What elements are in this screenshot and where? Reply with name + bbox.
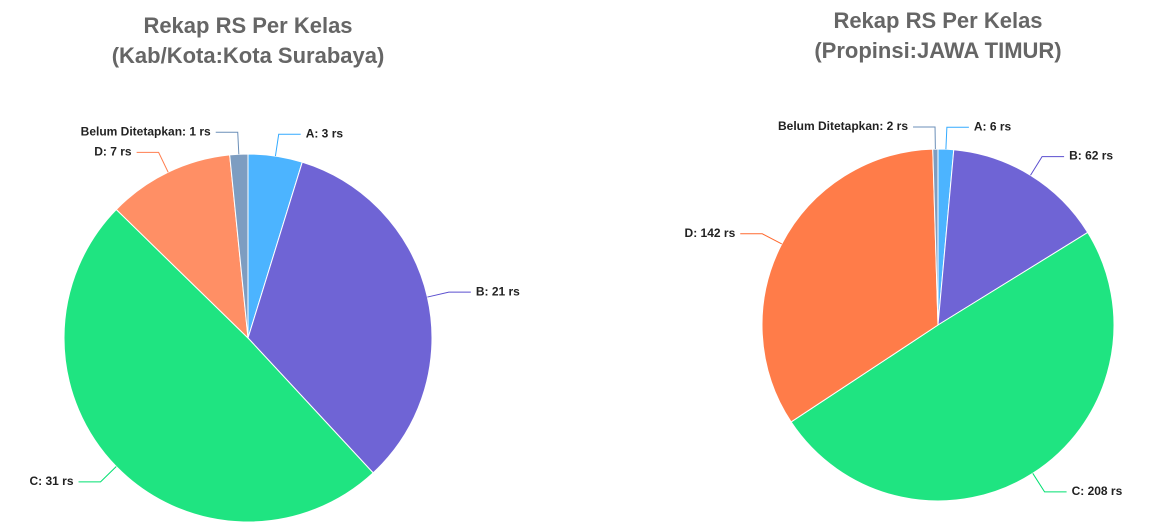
page: Rekap RS Per Kelas (Kab/Kota:Kota Suraba… [0, 0, 1149, 523]
data-label: A: 6 rs [974, 119, 1012, 133]
leader-line [137, 152, 169, 172]
data-label: D: 142 rs [685, 226, 736, 240]
leader-line [1033, 473, 1067, 492]
leader-line [913, 127, 935, 149]
data-label: C: 208 rs [1072, 484, 1123, 498]
data-label: C: 31 rs [30, 474, 74, 488]
data-label: B: 62 rs [1069, 149, 1113, 163]
leader-line [275, 134, 300, 156]
data-label: A: 3 rs [306, 126, 344, 140]
data-label: Belum Ditetapkan: 1 rs [81, 124, 211, 138]
data-label: D: 7 rs [94, 145, 132, 159]
chart-title: Rekap RS Per Kelas [143, 13, 352, 38]
leader-line [79, 466, 117, 481]
chart-subtitle: (Kab/Kota:Kota Surabaya) [112, 43, 385, 68]
chart-title: Rekap RS Per Kelas [833, 8, 1042, 33]
leader-line [216, 132, 239, 154]
leader-line [427, 292, 470, 297]
leader-line [946, 127, 969, 149]
leader-line [1031, 157, 1065, 176]
leader-line [740, 234, 782, 244]
data-label: Belum Ditetapkan: 2 rs [778, 119, 908, 133]
chart-subtitle: (Propinsi:JAWA TIMUR) [814, 38, 1061, 63]
data-label: B: 21 rs [476, 284, 520, 298]
